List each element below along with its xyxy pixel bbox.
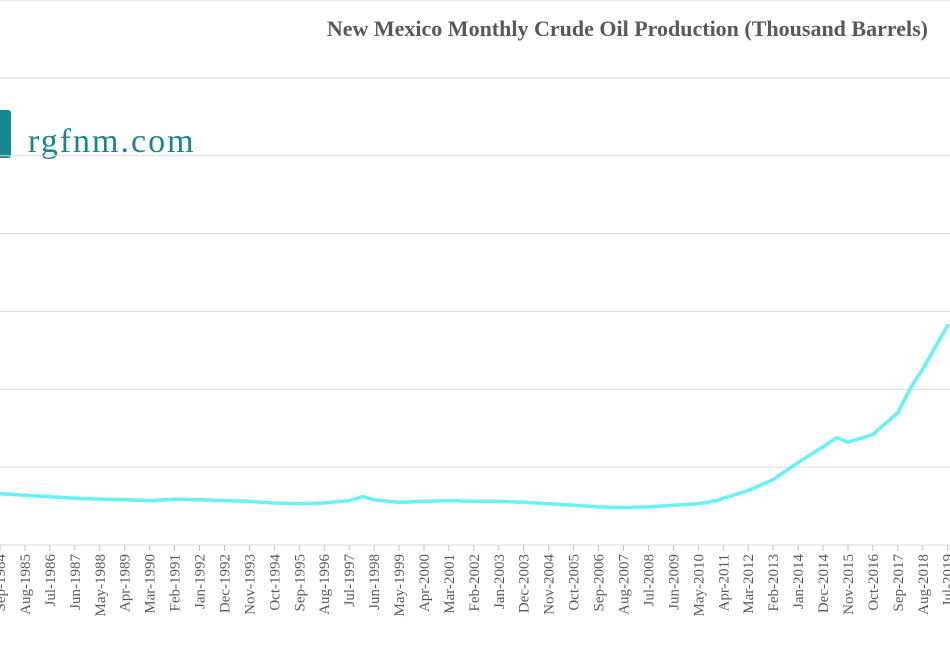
watermark-text: rgfnm.com <box>28 123 196 160</box>
data-point <box>836 437 838 439</box>
data-point <box>498 500 500 502</box>
data-point <box>647 506 649 508</box>
x-tick-label: Mar-1990 <box>143 554 159 614</box>
x-tick-label: Apr-2000 <box>417 554 433 612</box>
data-point <box>715 500 717 502</box>
data-point <box>24 494 26 496</box>
data-point <box>797 461 799 463</box>
x-tick-label: Jul-1997 <box>342 554 358 607</box>
data-point <box>573 504 575 506</box>
data-point <box>298 503 300 505</box>
watermark-logo: rgfnm.com <box>0 104 240 164</box>
data-point <box>872 433 874 435</box>
series-group <box>0 323 950 510</box>
data-point <box>548 503 550 505</box>
data-point <box>423 500 425 502</box>
data-point <box>199 499 201 501</box>
series-line <box>0 323 950 510</box>
x-tick-label: Jan-2014 <box>791 554 807 609</box>
x-tick-label: Oct-1994 <box>267 554 283 611</box>
x-tick-label: Feb-2002 <box>467 554 483 612</box>
x-tick-label: Jul-2008 <box>641 554 657 607</box>
x-tick-label: Dec-2003 <box>517 554 533 613</box>
data-point <box>149 500 151 502</box>
data-point <box>747 490 749 491</box>
data-point <box>74 497 76 499</box>
x-tick-label: Apr-1989 <box>118 554 134 612</box>
data-point <box>49 496 51 498</box>
x-tick-label: Feb-1991 <box>168 554 184 612</box>
data-point <box>348 500 350 502</box>
data-point <box>623 507 625 509</box>
x-tick-label: Jul-2019 <box>941 554 950 607</box>
x-tick-label: Oct-2005 <box>567 554 583 611</box>
data-point <box>0 493 1 495</box>
x-tick-label: Mar-2012 <box>741 554 757 614</box>
x-tick-label: May-2010 <box>691 554 707 617</box>
x-axis: Sep-1984 Aug-1985 Jul-1986 Jun-1987 May-1988… <box>0 544 950 617</box>
x-tick-label: Jul-1986 <box>43 554 59 607</box>
x-tick-label: Apr-2011 <box>716 554 732 611</box>
x-tick-label: Aug-2018 <box>916 554 932 615</box>
data-point <box>523 501 525 503</box>
x-tick-label: Nov-2015 <box>841 554 857 615</box>
x-tick-label: Aug-1996 <box>317 554 333 615</box>
data-point <box>897 412 899 414</box>
x-tick-label: Aug-2007 <box>617 554 633 615</box>
data-point <box>847 441 849 443</box>
x-tick-label: Jun-1987 <box>68 554 84 610</box>
x-tick-label: Sep-1995 <box>292 554 308 612</box>
x-tick-label: May-1988 <box>93 554 109 617</box>
x-tick-label: Aug-1985 <box>18 554 34 615</box>
data-point <box>722 497 724 499</box>
data-point <box>223 500 225 502</box>
data-point <box>598 506 600 508</box>
data-point <box>248 500 250 502</box>
x-tick-label: Nov-1993 <box>242 554 258 615</box>
data-point <box>174 498 176 500</box>
x-tick-label: Oct-2016 <box>866 554 882 611</box>
data-point <box>362 496 364 498</box>
x-tick-label: May-1999 <box>392 554 408 617</box>
data-point <box>373 499 375 501</box>
x-tick-label: Sep-1984 <box>0 554 9 612</box>
x-tick-label: Jun-1998 <box>367 554 383 610</box>
data-point <box>910 385 912 387</box>
data-point <box>473 500 475 502</box>
x-tick-label: Jan-1992 <box>193 554 209 609</box>
x-tick-label: Sep-2006 <box>592 554 608 612</box>
x-tick-label: Nov-2004 <box>542 554 558 615</box>
data-point <box>697 503 699 505</box>
x-tick-label: Sep-2017 <box>891 554 907 612</box>
data-point <box>922 368 924 370</box>
x-tick-label: Dec-1992 <box>217 554 233 613</box>
data-point <box>273 502 275 504</box>
data-point <box>772 479 774 481</box>
data-point <box>398 501 400 503</box>
data-point <box>124 499 126 501</box>
x-tick-label: Mar-2001 <box>442 554 458 614</box>
logo-mark-icon <box>0 110 11 158</box>
data-point <box>448 500 450 502</box>
data-point <box>672 504 674 506</box>
gridlines <box>0 0 950 546</box>
x-tick-label: Dec-2014 <box>816 554 832 614</box>
data-point <box>822 446 824 448</box>
chart-title: New Mexico Monthly Crude Oil Production … <box>326 16 928 41</box>
data-point <box>947 324 949 326</box>
data-point <box>99 498 101 500</box>
x-tick-label: Jun-2009 <box>666 554 682 610</box>
data-point <box>323 502 325 504</box>
x-tick-label: Jan-2003 <box>492 554 508 609</box>
x-tick-label: Feb-2013 <box>766 554 782 612</box>
